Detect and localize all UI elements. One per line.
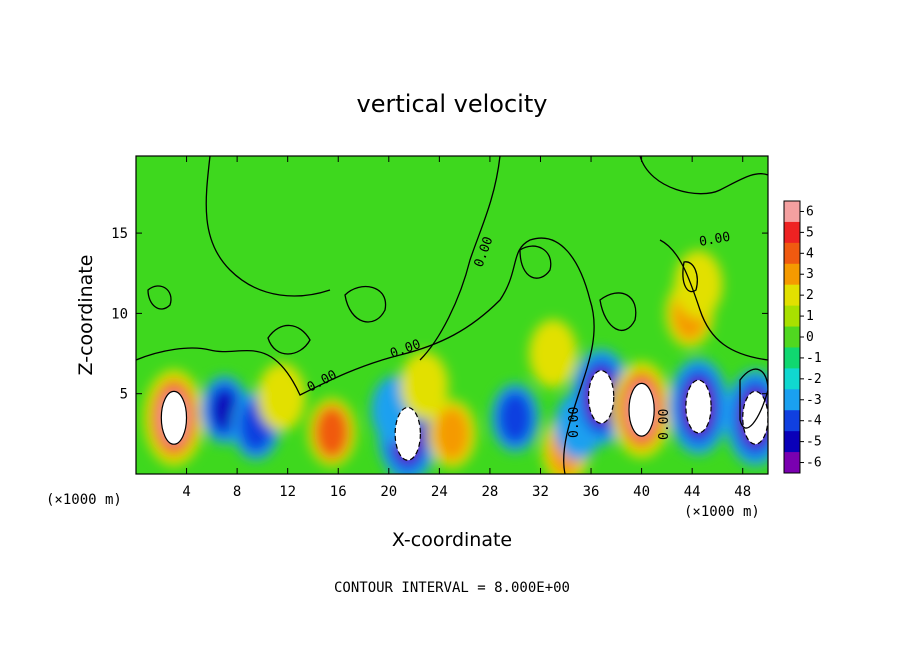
colorbar-tick-label: 6 [806, 204, 814, 219]
field-feature-core [413, 366, 435, 405]
x-tick-label: 8 [233, 484, 241, 500]
x-tick-label: 36 [583, 484, 600, 500]
x-tick-label: 44 [684, 484, 701, 500]
contour-line [136, 237, 595, 474]
colorbar-tick-label: -4 [806, 414, 822, 429]
field-extreme-core [742, 390, 768, 445]
contour-line [267, 324, 311, 355]
contour-label: 0.00 [698, 230, 731, 250]
colorbar: 6 5 4 3 2 1 0 -1 -2 -3 -4 -5 -6 [783, 200, 822, 474]
colorbar-tick-label: 2 [806, 288, 814, 303]
x-tick-label: 20 [380, 484, 397, 500]
x-tick-label: 48 [734, 484, 751, 500]
x-tick-label: 28 [481, 484, 498, 500]
field-extreme-core [394, 406, 421, 461]
contour-line [659, 239, 768, 361]
colorbar-tick-label: -5 [806, 435, 822, 450]
contour-line [599, 292, 637, 332]
field-extreme-core [160, 390, 188, 445]
x-tick-label: 32 [532, 484, 549, 500]
colorbar-swatch [784, 221, 800, 244]
contour-line [344, 286, 387, 323]
colorbar-swatch [784, 284, 800, 307]
colorbar-tick-label: 3 [806, 267, 814, 282]
colorbar-tick-label: 1 [806, 309, 814, 324]
field-extreme-core [628, 382, 655, 437]
contour-line [419, 156, 501, 361]
colorbar-swatch [784, 452, 800, 474]
x-axis-title: X-coordinate [392, 529, 512, 551]
field-feature-core [441, 415, 463, 453]
field-feature-core [213, 391, 236, 429]
colorbar-tick-label: -2 [806, 372, 822, 387]
colorbar-swatch [784, 389, 800, 411]
colorbar-tick-label: -1 [806, 351, 822, 366]
colorbar-swatch [784, 242, 800, 265]
y-tick-label: 10 [111, 306, 128, 322]
colorbar-swatch [784, 326, 800, 348]
contour-label: 0.00 [657, 409, 672, 440]
x-unit-left: (×1000 m) [46, 492, 122, 508]
y-tick-label: 5 [120, 387, 128, 403]
colorbar-swatch [784, 410, 800, 432]
chart-title: vertical velocity [357, 90, 548, 118]
colorbar-swatch [784, 347, 800, 369]
colorbar-tick-label: 5 [806, 225, 814, 240]
colorbar-swatch [784, 305, 800, 328]
colorbar-tick-label: -3 [806, 393, 822, 408]
y-axis-title: Z-coordinate [75, 255, 97, 376]
contour-line [682, 261, 698, 293]
colorbar-tick-label: 0 [806, 330, 814, 345]
y-tick-label: 15 [111, 226, 128, 242]
field-extreme-core [587, 369, 615, 424]
field-feature-core [542, 334, 564, 373]
field-extreme-core [685, 379, 712, 434]
x-tick-label: 40 [633, 484, 650, 500]
field-feature-core [245, 407, 267, 445]
contour-line [519, 245, 552, 279]
x-tick-label: 16 [330, 484, 347, 500]
plot-frame [135, 155, 769, 475]
colorbar-swatch [784, 368, 800, 390]
velocity-field [136, 156, 768, 474]
field-feature-core [504, 399, 526, 437]
contour-label: 0.00 [567, 407, 582, 438]
x-tick-label: 12 [279, 484, 296, 500]
field-feature-core [321, 413, 343, 451]
colorbar-swatch [784, 431, 800, 453]
field-feature-core [270, 378, 293, 416]
x-tick-label: 4 [182, 484, 190, 500]
x-unit-right: (×1000 m) [684, 504, 760, 520]
colorbar-tick-label: -6 [806, 456, 822, 471]
contour-line [639, 156, 768, 195]
contour-line [147, 285, 172, 310]
contour-interval-note: CONTOUR INTERVAL = 8.000E+00 [334, 580, 570, 596]
field-feature-core [687, 265, 710, 304]
contour-line [205, 156, 331, 297]
colorbar-swatch [784, 201, 800, 223]
colorbar-tick-label: 4 [806, 246, 814, 261]
colorbar-swatch [784, 263, 800, 286]
x-tick-label: 24 [431, 484, 448, 500]
